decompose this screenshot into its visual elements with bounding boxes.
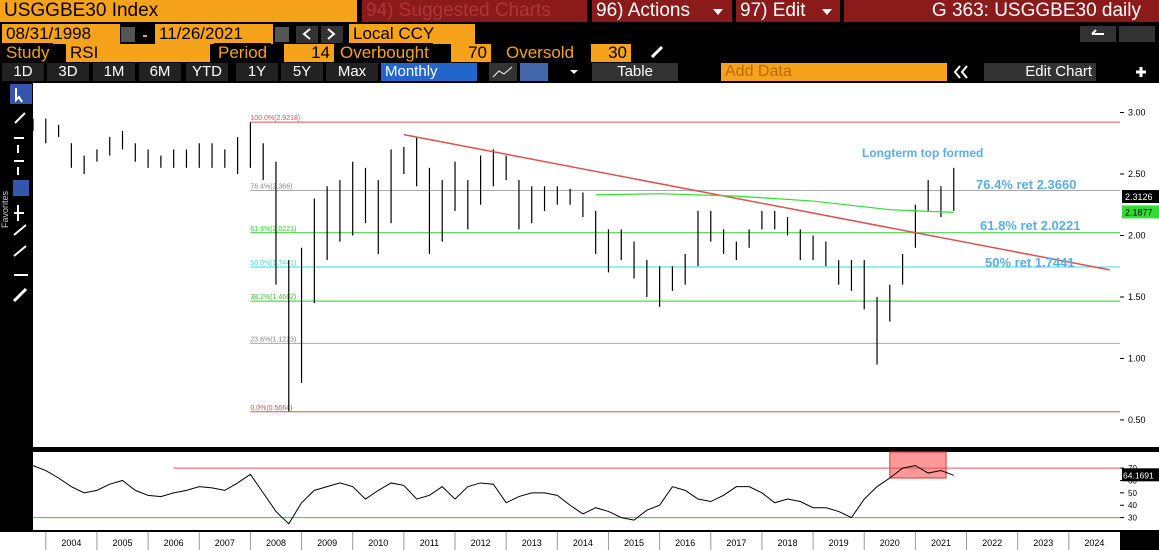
overbought-label: Overbought: [336, 43, 433, 63]
annotation: 76.4% ret 2.3660: [976, 177, 1076, 192]
fib-label: 100.0%(2.9218): [250, 115, 300, 122]
x-tick-label: 2023: [1033, 538, 1053, 548]
frequency[interactable]: Monthly: [381, 63, 477, 81]
range-button[interactable]: 1Y: [236, 63, 278, 81]
x-tick-label: 2011: [420, 538, 439, 548]
x-tick-label: 2007: [215, 538, 235, 548]
x-tick-label: 2004: [61, 538, 81, 548]
annotation: Longterm top formed: [862, 146, 983, 160]
fib-label: 61.8%(2.0221): [250, 226, 296, 233]
edit-label: 97) Edit: [740, 0, 806, 21]
end-date[interactable]: 11/26/2021: [155, 24, 273, 44]
x-tick-label: 2024: [1084, 538, 1104, 548]
tool-panel: Favorites: [0, 84, 32, 303]
chart-id: G 363: USGGBE30 daily: [844, 0, 1159, 22]
fib-label: 50.0%(1.7441): [250, 260, 296, 267]
left-margin: [0, 532, 33, 550]
x-tick-label: 2019: [829, 538, 849, 548]
study-label: Study: [2, 43, 54, 63]
range-button[interactable]: 1M: [93, 63, 135, 81]
study-name[interactable]: RSI: [66, 44, 210, 62]
rsi-y-tick-label: 40: [1128, 501, 1137, 510]
rsi-panel: [33, 452, 1120, 530]
x-axis: [33, 532, 1120, 550]
x-tick-label: 2014: [573, 538, 593, 548]
moving-average: [595, 193, 954, 214]
rsi-y-tick-label: 50: [1128, 489, 1137, 498]
fib-label: 38.2%(1.4662): [250, 294, 296, 301]
annotation: 61.8% ret 2.0221: [980, 218, 1080, 233]
rsi-y-tick-label: 30: [1128, 514, 1137, 523]
x-tick-label: 2005: [113, 538, 133, 548]
add-data[interactable]: Add Data: [721, 63, 947, 81]
range-button[interactable]: 5Y: [281, 63, 323, 81]
toolbar-icons: [121, 9, 1155, 81]
last-price: 2.3126: [1125, 192, 1153, 202]
range-button[interactable]: Max: [326, 63, 378, 81]
ticker[interactable]: USGGBE30 Index: [0, 0, 357, 22]
overbought-highlight: [889, 451, 947, 479]
y-tick-label: 0.50: [1128, 415, 1146, 425]
x-tick-label: 2006: [164, 538, 184, 548]
rsi-badge: [1122, 468, 1159, 482]
edit-menu[interactable]: 97) Edit: [736, 0, 840, 22]
x-tick-label: 2016: [675, 538, 695, 548]
rsi-axis: [1120, 452, 1159, 530]
last-price-badge: [1122, 190, 1159, 204]
y-tick-label: 1.50: [1128, 292, 1146, 302]
suggested-charts[interactable]: 94) Suggested Charts: [362, 0, 587, 22]
range-button[interactable]: 3D: [47, 63, 89, 81]
x-tick-label: 2013: [522, 538, 542, 548]
last-ma-badge: [1122, 205, 1159, 219]
table-button[interactable]: Table: [592, 63, 678, 81]
x-tick-label: 2017: [726, 538, 746, 548]
favorites: Favorites: [0, 190, 10, 228]
period-label: Period: [214, 43, 272, 63]
range-button[interactable]: 6M: [139, 63, 181, 81]
fib-label: 76.4%(2.366): [250, 183, 292, 190]
x-tick-label: 2022: [982, 538, 1002, 548]
last-ma: 2.1877: [1125, 207, 1153, 217]
actions-label: 96) Actions: [596, 0, 690, 21]
actions-menu[interactable]: 96) Actions: [592, 0, 732, 22]
annotation: 50% ret 1.7441: [985, 255, 1075, 270]
edit-chart[interactable]: Edit Chart: [984, 63, 1096, 81]
oversold-label: Oversold: [502, 43, 579, 63]
oversold[interactable]: 30: [591, 44, 631, 62]
x-tick-label: 2012: [471, 538, 491, 548]
range-button[interactable]: YTD: [186, 63, 228, 81]
range-button[interactable]: 1D: [2, 63, 44, 81]
y-tick-label: 1.00: [1128, 353, 1146, 363]
x-tick-label: 2021: [931, 538, 951, 548]
y-tick-label: 2.50: [1128, 169, 1146, 179]
y-tick-label: 2.00: [1128, 230, 1146, 240]
price-panel: [33, 83, 1120, 447]
price-axis: [1120, 83, 1159, 447]
overbought[interactable]: 70: [451, 44, 491, 62]
x-tick-label: 2008: [266, 538, 286, 548]
x-tick-label: 2009: [317, 538, 337, 548]
x-tick-label: 2010: [368, 538, 388, 548]
period[interactable]: 14: [284, 44, 334, 62]
rsi-last: 64.1691: [1123, 470, 1154, 480]
y-tick-label: 3.00: [1128, 108, 1146, 118]
fib-label: 0.0%(0.5664): [250, 405, 292, 412]
x-tick-label: 2020: [880, 538, 900, 548]
rsi-line: [32, 465, 954, 525]
x-tick-label: 2015: [624, 538, 644, 548]
start-date[interactable]: 08/31/1998: [2, 24, 120, 44]
fib-label: 23.6%(1.1223): [250, 336, 296, 343]
currency[interactable]: Local CCY: [349, 24, 475, 44]
trendline: [403, 133, 1110, 271]
x-tick-label: 2018: [777, 538, 797, 548]
